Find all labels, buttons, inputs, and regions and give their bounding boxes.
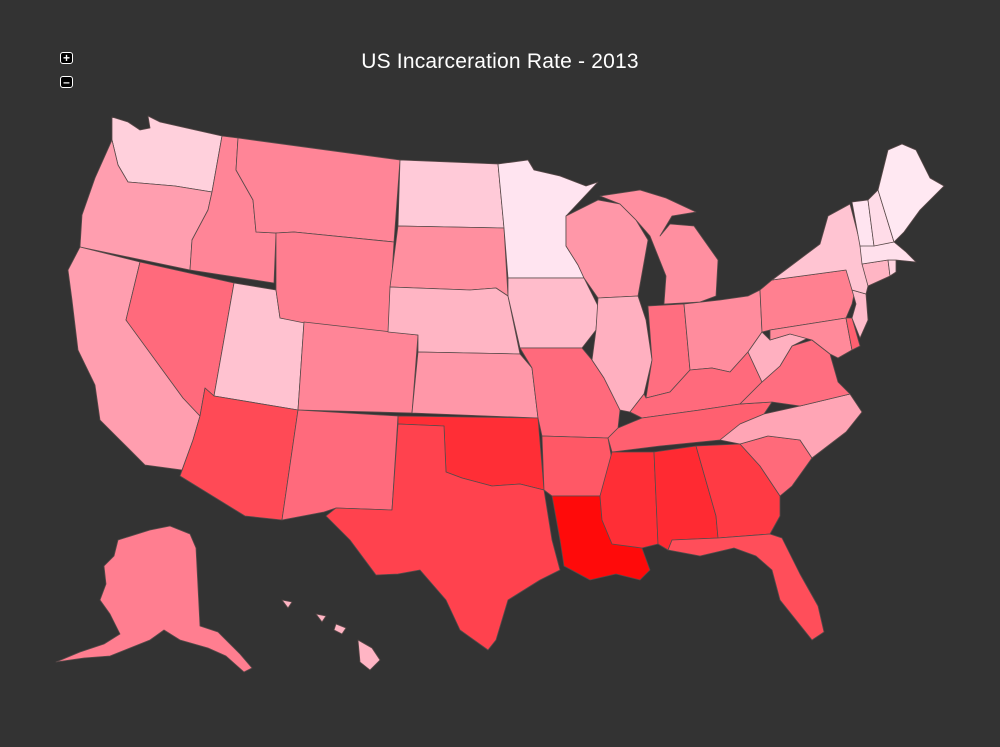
- state-arkansas[interactable]: [541, 435, 613, 497]
- map-title: US Incarceration Rate - 2013: [361, 50, 639, 73]
- state-michigan[interactable]: [599, 189, 719, 305]
- state-north-carolina[interactable]: [719, 393, 863, 459]
- zoom-out-button[interactable]: –: [60, 76, 73, 88]
- state-texas[interactable]: [325, 423, 561, 651]
- state-massachusetts[interactable]: [859, 241, 917, 265]
- state-delaware[interactable]: [845, 317, 861, 351]
- state-new-mexico[interactable]: [281, 409, 399, 521]
- state-wyoming[interactable]: [275, 231, 395, 341]
- state-hawaii[interactable]: [281, 599, 381, 671]
- state-kansas[interactable]: [411, 351, 539, 419]
- state-iowa[interactable]: [507, 277, 599, 349]
- state-alaska[interactable]: [55, 525, 253, 673]
- state-maine[interactable]: [877, 143, 945, 243]
- state-north-dakota[interactable]: [397, 159, 505, 229]
- state-mississippi[interactable]: [599, 451, 659, 549]
- state-south-dakota[interactable]: [389, 225, 509, 297]
- state-florida[interactable]: [667, 533, 825, 641]
- state-colorado[interactable]: [297, 321, 419, 414]
- state-montana[interactable]: [235, 137, 401, 243]
- zoom-in-button[interactable]: +: [60, 52, 73, 64]
- state-washington[interactable]: [111, 115, 223, 193]
